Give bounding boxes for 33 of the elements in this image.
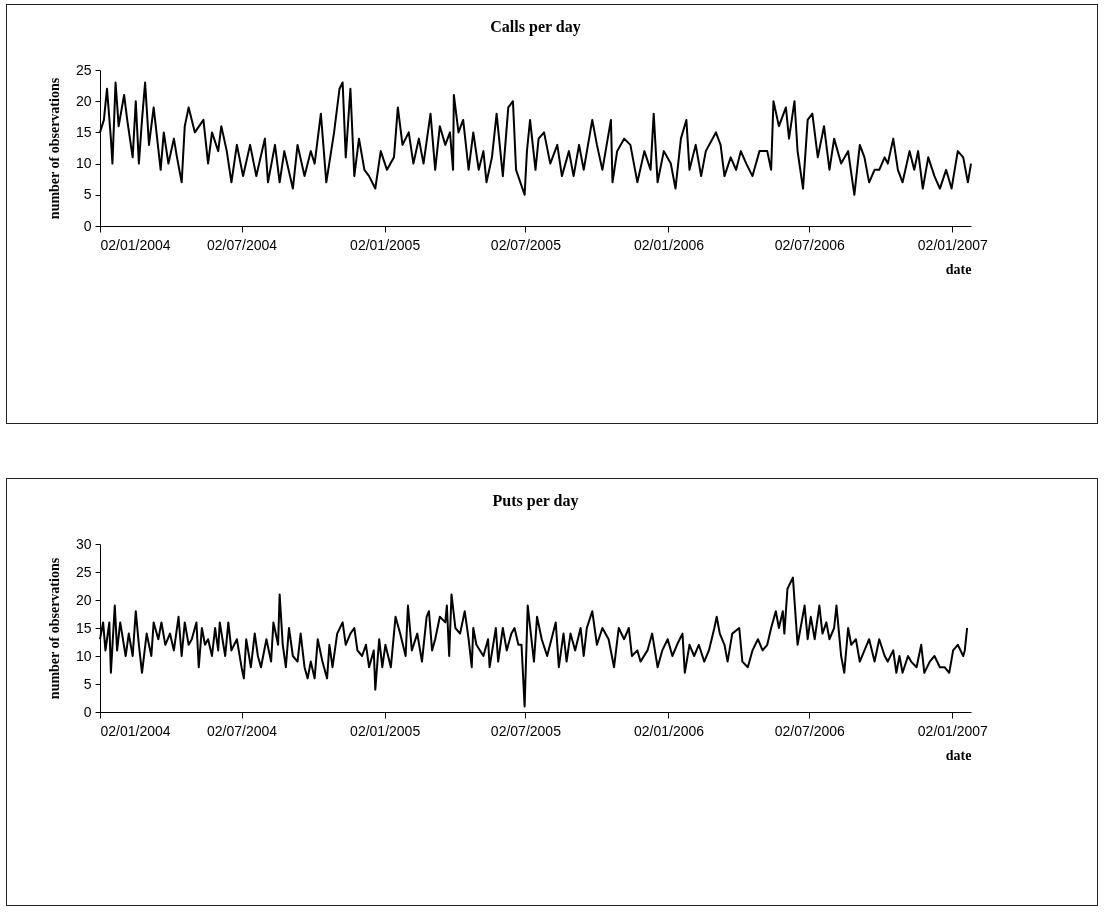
- x-tick-label: 02/07/2004: [207, 236, 278, 253]
- x-tick-label: 02/07/2004: [207, 722, 278, 739]
- y-axis-title: number of observations: [46, 77, 62, 220]
- y-tick-label: 25: [75, 61, 92, 78]
- x-axis-title: date: [945, 747, 972, 763]
- x-tick-label: 02/01/2006: [633, 236, 705, 253]
- x-tick-label: 02/07/2005: [490, 722, 562, 739]
- x-tick-label: 02/01/2004: [100, 722, 171, 739]
- y-tick-label: 25: [75, 563, 92, 580]
- chart-title: Puts per day: [492, 492, 579, 510]
- y-tick-label: 5: [83, 186, 92, 203]
- x-tick-label: 02/01/2005: [350, 236, 421, 253]
- x-tick-label: 02/01/2004: [100, 236, 171, 253]
- chart-title: Calls per day: [490, 18, 581, 36]
- y-tick-label: 10: [75, 155, 92, 172]
- x-tick-label: 02/01/2007: [917, 722, 989, 739]
- x-tick-label: 02/01/2005: [350, 722, 421, 739]
- y-tick-label: 10: [75, 647, 92, 664]
- y-tick-label: 5: [83, 675, 92, 692]
- y-tick-label: 20: [75, 92, 92, 109]
- x-tick-label: 02/07/2006: [774, 236, 845, 253]
- y-tick-label: 0: [83, 703, 92, 720]
- x-tick-label: 02/07/2006: [774, 722, 845, 739]
- y-tick-label: 0: [83, 217, 92, 234]
- x-tick-label: 02/07/2005: [490, 236, 562, 253]
- x-axis-title: date: [945, 261, 972, 277]
- x-tick-label: 02/01/2007: [917, 236, 989, 253]
- y-tick-label: 30: [75, 535, 92, 552]
- y-tick-label: 15: [75, 619, 92, 636]
- y-tick-label: 20: [75, 591, 92, 608]
- x-tick-label: 02/01/2006: [633, 722, 705, 739]
- y-axis-title: number of observations: [46, 557, 62, 700]
- y-tick-label: 15: [75, 123, 92, 140]
